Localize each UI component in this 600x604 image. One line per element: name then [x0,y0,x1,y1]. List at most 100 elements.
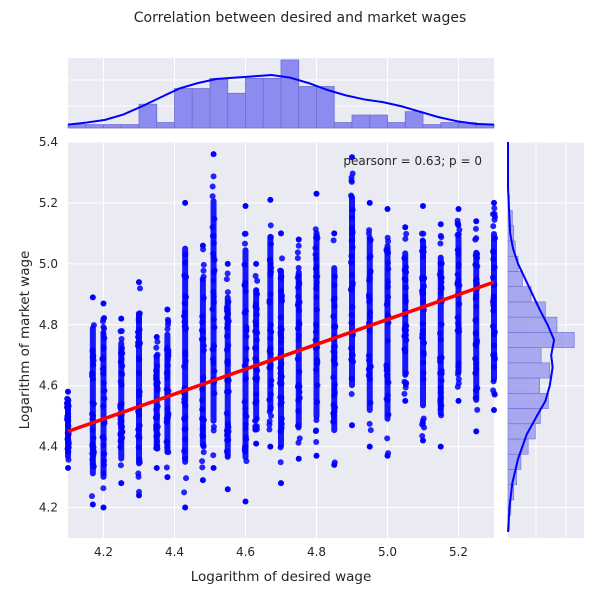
scatter-point [313,190,320,197]
scatter-point [491,205,498,212]
right-hist-bar [507,408,541,425]
scatter-point [199,477,206,484]
scatter-point [199,464,206,471]
scatter-point [210,452,217,459]
x-tick-label: 4.6 [236,545,255,559]
scatter-point [101,315,108,322]
scatter-point [199,458,206,465]
scatter-point [277,459,284,466]
scatter-point [224,289,231,296]
scatter-point [418,230,425,237]
scatter-point [268,412,275,419]
scatter-point [224,486,231,493]
top-hist-bar [191,88,211,129]
top-kde-line [67,73,495,126]
scatter-point [182,504,189,511]
scatter-point [455,206,462,213]
scatter-point [267,222,274,229]
scatter-point [402,380,409,387]
x-tick-label: 4.8 [307,545,326,559]
scatter-point [401,390,408,397]
right-hist-bar [507,377,540,394]
scatter-point [267,196,274,203]
x-tick-label: 4.2 [94,545,113,559]
scatter-point [118,315,125,322]
scatter-point [253,260,260,267]
scatter-point [437,221,444,228]
pearson-annotation: pearsonr = 0.63; p = 0 [343,154,482,168]
scatter-point [366,443,373,450]
scatter-point [89,501,96,508]
scatter-point [331,230,338,237]
scatter-point [403,230,410,237]
scatter-point [455,397,462,404]
top-hist-bar [138,103,158,129]
scatter-point [278,230,284,237]
scatter-point [296,435,303,442]
scatter-point [88,493,95,500]
scatter-point [253,440,260,447]
scatter-point [455,380,462,387]
y-tick-label: 5.0 [39,257,58,271]
scatter-point [348,177,355,184]
scatter-point [136,492,142,499]
scatter-point [117,328,124,335]
scatter-point [89,294,96,301]
top-hist-bar [404,111,424,129]
scatter-point [65,388,71,395]
scatter-point [254,277,261,284]
top-histogram [67,59,495,129]
scatter-point [366,420,373,427]
scatter-point [437,240,444,247]
top-hist-bar [245,77,264,129]
scatter-point [384,206,391,213]
scatter-point [253,426,260,433]
x-axis-label: Logarithm of desired wage [191,569,372,585]
top-hist-bar [298,86,317,129]
scatter-point [490,223,497,230]
scatter-point [474,406,481,413]
scatter-point [402,224,409,231]
scatter-point [491,210,498,217]
right-hist-bar [507,362,551,379]
scatter-point [241,230,248,237]
scatter-point [183,475,190,482]
y-tick-label: 5.4 [39,135,58,149]
scatter-point [100,485,107,492]
scatter-point [210,151,217,158]
scatter-point [241,240,248,247]
scatter-point [491,390,498,397]
scatter-point [349,170,356,177]
scatter-point [420,202,426,209]
top-hist-bar [120,124,140,129]
top-hist-bar [156,122,175,129]
scatter-points [63,151,499,511]
scatter-point [136,279,142,286]
scatter-point [182,199,189,206]
scatter-point [472,225,479,232]
right-hist-bar [507,286,532,303]
scatter-point [224,260,231,267]
scatter-point [456,226,463,233]
scatter-point [331,461,338,468]
scatter-point [279,255,286,262]
chart-title: Correlation between desired and market w… [133,10,467,26]
top-hist-bar [422,124,442,129]
scatter-point [420,415,427,422]
scatter-point [421,424,428,431]
y-tick-label: 4.2 [39,501,58,515]
scatter-point [164,306,171,313]
scatter-point [295,455,302,462]
scatter-point [366,199,373,206]
scatter-point [242,202,249,209]
scatter-point [454,217,461,224]
scatter-point [209,183,216,190]
scatter-point [349,154,355,161]
scatter-point [200,261,207,268]
scatter-point [491,216,498,223]
scatter-point [252,272,259,279]
scatter-point [295,236,302,243]
top-hist-bar [103,124,122,129]
scatter-point [100,300,107,307]
